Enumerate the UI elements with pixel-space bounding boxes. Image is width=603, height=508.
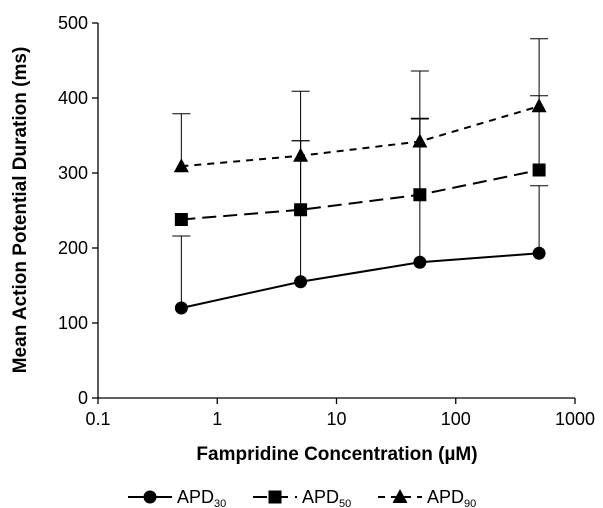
error-bars	[172, 38, 549, 308]
y-tick-label: 0	[78, 388, 88, 408]
x-tick-label: 100	[441, 409, 471, 429]
data-point-apd30	[413, 255, 427, 269]
series-line-apd50	[181, 169, 540, 221]
y-tick-label: 200	[58, 238, 88, 258]
legend-marker	[392, 489, 408, 503]
legend-label: APD90	[427, 487, 476, 508]
y-tick-label: 300	[58, 163, 88, 183]
data-point-apd90	[293, 147, 309, 162]
data-point-apd50	[532, 163, 546, 177]
series-lines	[181, 105, 540, 309]
data-point-apd30	[532, 246, 546, 260]
x-axis-title: Fampridine Concentration (µM)	[196, 444, 477, 465]
series-markers	[173, 98, 547, 315]
data-point-apd30	[174, 301, 188, 315]
chart-axes	[92, 22, 576, 404]
x-tick-label: 1000	[555, 409, 595, 429]
data-point-apd50	[413, 188, 427, 202]
data-point-apd90	[412, 133, 428, 148]
legend-marker	[143, 490, 157, 504]
y-tick-label: 500	[58, 13, 88, 33]
tick-labels: 0 100 200 300 400 500 0.1 1 10 100 1000	[58, 13, 595, 429]
data-point-apd90	[173, 158, 189, 173]
x-tick-label: 1	[212, 409, 222, 429]
series-line-apd90	[181, 105, 540, 168]
y-tick-label: 400	[58, 88, 88, 108]
data-point-apd90	[531, 98, 547, 113]
y-axis-title: Mean Action Potential Duration (ms)	[10, 47, 31, 374]
series-line-apd30	[181, 252, 540, 309]
legend-label: APD50	[302, 487, 351, 508]
y-tick-label: 100	[58, 313, 88, 333]
data-point-apd50	[294, 203, 308, 217]
legend-label: APD30	[177, 487, 226, 508]
data-point-apd30	[294, 275, 308, 289]
x-tick-label: 0.1	[85, 409, 110, 429]
legend-marker	[268, 490, 282, 504]
data-point-apd50	[174, 213, 188, 226]
x-tick-label: 10	[326, 409, 346, 429]
legend: APD30 APD50 APD90	[128, 487, 476, 508]
